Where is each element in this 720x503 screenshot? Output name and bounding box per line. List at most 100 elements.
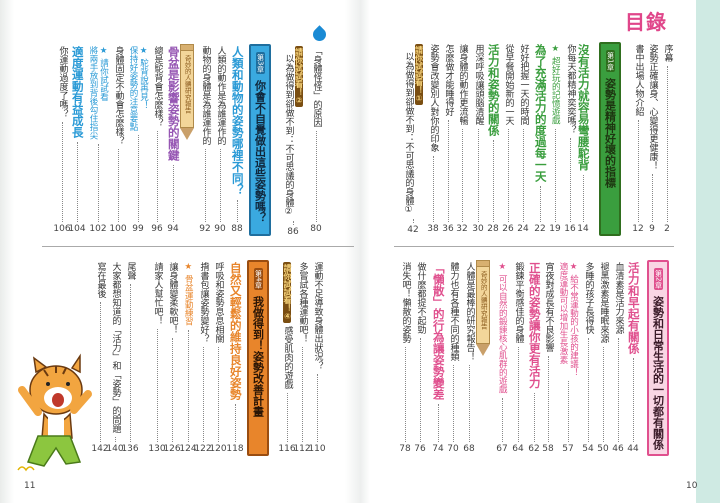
toc-entry[interactable]: 骨盆是影響姿勢的關鍵 94 xyxy=(164,46,182,234)
entry-title: 動物的身體是為誰運作的 xyxy=(200,46,211,145)
entry-title: 怎麼做才能睡得好 xyxy=(443,44,454,116)
chapter-title: 我做得到！姿勢改善計畫 xyxy=(251,296,265,418)
entry-text-group: ★ 請你試試看 將兩手放到背後勾住指尖 xyxy=(88,46,109,140)
entry-title: 鍛鍊平衡感佳的身體 xyxy=(513,262,524,343)
toc-entry[interactable]: 大家都想知道的「活力」和「姿勢」的問題 140 xyxy=(106,262,124,454)
toc-entry[interactable]: 人類的動作是為誰運作的 90 xyxy=(211,46,229,234)
section-heading: 「懶散」的行為讓姿勢變差 xyxy=(431,262,446,400)
chapter-badge: 第1章 xyxy=(605,50,615,73)
page-number: 99 xyxy=(132,224,144,234)
page-number: 50 xyxy=(597,444,609,454)
toc-entry[interactable]: 人類和動物的姿勢哪裡不同？ 88 xyxy=(228,46,246,234)
page-number: 28 xyxy=(487,224,499,234)
toc-entry[interactable]: 呼吸和姿勢息息相關 120 xyxy=(209,262,227,454)
entry-title: 尾聲 xyxy=(125,262,136,280)
toc-entry[interactable]: 揹書包讓姿勢變好？ 122 xyxy=(194,262,212,454)
dotted-leader xyxy=(582,174,584,222)
toc-entry[interactable]: 你運動過度了嗎？ 106 xyxy=(53,46,71,234)
toc-entry[interactable]: 怎麼做才能睡得好 36 xyxy=(439,44,457,234)
toc-entry[interactable]: 血清素是活力來源 46 xyxy=(609,262,627,454)
page-number: 62 xyxy=(528,444,540,454)
dotted-leader xyxy=(517,347,519,442)
dotted-leader xyxy=(602,347,604,442)
toc-entry[interactable]: 活力和姿勢的關係 28 xyxy=(484,44,502,234)
toc-entry[interactable]: 讓身體變柔軟吧！ 126 xyxy=(163,262,181,454)
page-number: 19 xyxy=(549,224,561,234)
chapter-header[interactable]: 第4章 我做得到！姿勢改善計畫 xyxy=(247,260,269,456)
toc-entry[interactable]: 適度運動有益成長 104 xyxy=(68,46,86,234)
toc-entry[interactable]: ★ 駝背說再見！ 保持好姿勢的注意要點 99 xyxy=(125,46,151,234)
toc-entry[interactable]: 多嘗試各種運動吧！ 112 xyxy=(293,262,311,454)
entry-text-group: ★ 給不常運動的小孩的建議！ 適度運動可以增加生長激素 xyxy=(558,262,579,377)
page-number: 80 xyxy=(310,224,322,234)
toc-entry[interactable]: 姿勢會改變別人對你的印象 38 xyxy=(424,44,442,234)
dotted-leader xyxy=(637,120,639,222)
dotted-leader xyxy=(219,149,221,222)
toc-entry[interactable]: 身體固定不動會怎麼樣？ 100 xyxy=(109,46,127,234)
toc-entry[interactable]: ★ 請你試試看 將兩手放到背後勾住指尖 102 xyxy=(85,46,111,234)
dotted-leader xyxy=(117,149,119,222)
toc-entry[interactable]: 做什麼都提不起勁 76 xyxy=(411,262,429,454)
toc-entry[interactable]: 讓身體的動作更流暢 32 xyxy=(453,44,471,234)
page-number: 86 xyxy=(287,227,299,237)
toc-entry[interactable]: 宵夜對成長有不良影響 58 xyxy=(539,262,557,454)
toc-entry[interactable]: 沒有活力就容易彎腰駝背 14 xyxy=(574,44,592,234)
toc-entry[interactable]: 「身體怪怪」的原因 80 xyxy=(307,46,325,234)
toc-entry[interactable]: 寫在最後 142 xyxy=(91,262,109,454)
chapter-header[interactable]: 第1章 姿勢是精神好壞的指標 xyxy=(599,42,621,236)
toc-entry[interactable]: 人體是最棒的研究報告！ 68 xyxy=(460,262,478,454)
page-number: 42 xyxy=(407,225,419,235)
toc-entry[interactable]: 為了充滿活力的度過每一天 22 xyxy=(531,44,549,234)
toc-entry[interactable]: 請你試試看！② 以為做得到卻做不到：不可思議的身體② 86 xyxy=(280,46,306,237)
star-note: ★ 超好玩的記憶遊戲 xyxy=(550,44,561,125)
try-it-label: 請你試試看！④ xyxy=(283,262,292,323)
toc-entry[interactable]: 動物的身體是為誰運作的 92 xyxy=(196,46,214,234)
toc-entry[interactable]: 總是駝背會怎麼樣？ 96 xyxy=(148,46,166,234)
page-number: 94 xyxy=(167,224,179,234)
toc-entry[interactable]: 消失吧！懶散的姿勢 78 xyxy=(396,262,414,454)
toc-entry[interactable]: ★ 超好玩的記憶遊戲 19 xyxy=(546,44,564,234)
toc-entry[interactable]: 褪黑激素是睡眠來源 50 xyxy=(594,262,612,454)
section-heading: 骨盆是影響姿勢的關鍵 xyxy=(166,46,181,161)
chapter-badge: 第3章 xyxy=(255,52,265,75)
page-number: 74 xyxy=(432,444,444,454)
dotted-leader xyxy=(567,380,569,442)
dotted-leader xyxy=(468,365,470,442)
toc-entry[interactable]: 尾聲 136 xyxy=(121,262,139,454)
page-number: 118 xyxy=(226,444,244,454)
entry-title: 褪黑激素是睡眠來源 xyxy=(598,262,609,343)
toc-entry[interactable]: 請家人幫忙吧！ 130 xyxy=(148,262,166,454)
toc-entry[interactable]: 活力和早起有關係 44 xyxy=(624,262,642,454)
entry-text-group: 請你試試看！① 以為做得到卻做不到：不可思議的身體① xyxy=(403,44,424,215)
toc-entry[interactable]: 用深呼吸讓頭腦清醒 30 xyxy=(469,44,487,234)
toc-entry[interactable]: 序幕 2 xyxy=(658,44,676,234)
toc-entry[interactable]: 姿勢正確讓身、心變得更健康！ 9 xyxy=(643,44,661,234)
toc-entry[interactable]: ★ 給不常運動的小孩的建議！ 適度運動可以增加生長激素 57 xyxy=(555,262,581,454)
toc-entry[interactable]: 體力也有各種不同的種類 70 xyxy=(444,262,462,454)
page-number: 116 xyxy=(278,444,296,454)
entry-title: 運動不足導致身體出狀況？ xyxy=(312,262,323,370)
toc-entry[interactable]: 書中出場人物介紹 12 xyxy=(629,44,647,234)
toc-entry[interactable]: 你每天都精神奕奕嗎？ 16 xyxy=(561,44,579,234)
toc-entry[interactable]: 多睡的孩子長得快 54 xyxy=(579,262,597,454)
toc-entry[interactable]: 自然又輕鬆的維持良好姿勢 118 xyxy=(226,262,244,454)
toc-entry[interactable]: ★ 可以自然的鍛鍊核心肌群的遊戲 67 xyxy=(493,262,511,454)
toc-entry[interactable]: 請你試試看！④ 感受肌肉的遊戲 116 xyxy=(278,262,296,454)
toc-entry[interactable]: 運動不足導致身體出狀況？ 110 xyxy=(308,262,326,454)
pencil-banner-text: 奇妙的人體研究報告 xyxy=(183,55,192,114)
entry-title: 多嘗試各種運動吧！ xyxy=(297,262,308,343)
toc-entry[interactable]: ★ 骨盆運動練習 124 xyxy=(179,262,197,454)
page-number: 126 xyxy=(163,444,181,454)
toc-entry[interactable]: 從早餐開始新的一天 26 xyxy=(499,44,517,234)
toc-entry[interactable]: 正確的姿勢讓你更有活力 62 xyxy=(525,262,543,454)
chapter-header[interactable]: 第2章 姿勢和日常生活的一切都有關係 xyxy=(647,260,669,456)
page-number: 22 xyxy=(534,224,546,234)
entry-title: 以為做得到卻做不到：不可思議的身體① xyxy=(403,52,414,215)
chapter-header[interactable]: 第3章 你會不自覺做出這些姿勢嗎？ xyxy=(249,44,271,236)
toc-entry[interactable]: 鍛鍊平衡感佳的身體 64 xyxy=(509,262,527,454)
dotted-leader xyxy=(171,338,173,442)
toc-entry[interactable]: 「懶散」的行為讓姿勢變差 74 xyxy=(429,262,447,454)
toc-entry[interactable]: 好好把握一天的時間 24 xyxy=(514,44,532,234)
dotted-leader xyxy=(129,284,131,442)
toc-entry[interactable]: 請你試試看！① 以為做得到卻做不到：不可思議的身體① 42 xyxy=(400,44,426,235)
